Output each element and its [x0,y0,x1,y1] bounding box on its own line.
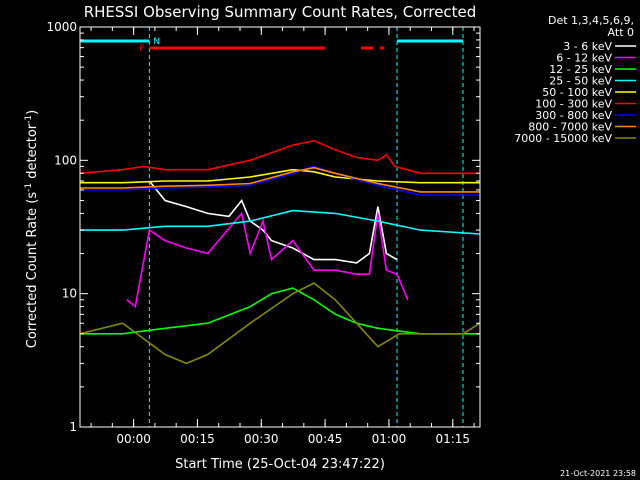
series-line-2 [80,287,480,335]
series-line-5 [79,139,480,175]
legend-label-6: 300 - 800 keV [535,109,612,122]
x-tick-label-3: 00:45 [308,432,343,446]
legend-label-0: 3 - 6 keV [563,40,612,53]
plot-frame [79,26,481,428]
y-label-sup1: -1 [24,183,34,192]
y-tick-label-3: 1000 [46,20,77,34]
chart-title: RHESSI Observing Summary Count Rates, Co… [84,3,477,21]
series-line-1 [126,211,409,309]
generation-timestamp: 21-Oct-2021 23:58 [560,469,636,478]
y-axis-label: Corrected Count Rate (s-1 detector-1) [24,110,40,348]
y-label-sup2: -1 [24,115,34,124]
x-tick-label-5: 01:15 [435,432,470,446]
series-line-7 [80,166,480,193]
legend-label-7: 800 - 7000 keV [528,121,612,134]
legend-header-0: Det 1,3,4,5,6,9, [548,14,634,27]
series-line-0 [148,180,398,264]
legend-label-2: 12 - 25 keV [549,63,612,76]
series-line-8 [79,282,481,365]
flare-flag-label: F [139,44,144,54]
x-tick-label-2: 00:30 [244,432,279,446]
series-line-6 [80,165,480,196]
plot-axes-layer: 00:00 00:15 00:30 00:45 01:00 01:15 1 10 100 1000 [46,20,481,446]
series-line-3 [80,209,481,235]
y-label-part3: ) [25,110,40,115]
y-tick-label-2: 100 [54,153,77,167]
y-label-part1: Corrected Count Rate (s [25,192,40,349]
legend-header-1: Att 0 [608,26,634,39]
y-tick-label-1: 10 [62,287,77,301]
y-tick-label-0: 1 [69,420,77,434]
legend-label-5: 100 - 300 keV [535,98,612,111]
y-label-part2: detector [25,123,40,183]
plot-data-layer: NF [79,27,481,427]
x-tick-label-0: 00:00 [116,432,151,446]
legend-label-1: 6 - 12 keV [556,52,612,65]
svg-text:Corrected Count Rate (s-1 dete: Corrected Count Rate (s-1 detector-1) [24,110,40,348]
series-line-4 [80,168,480,184]
x-tick-label-4: 01:00 [372,432,407,446]
legend-label-8: 7000 - 15000 keV [514,132,612,145]
x-tick-label-1: 00:15 [180,432,215,446]
night-flag-label: N [153,37,160,47]
legend-label-4: 50 - 100 keV [542,86,612,99]
x-axis-label: Start Time (25-Oct-04 23:47:22) [175,457,385,472]
legend-label-3: 25 - 50 keV [549,75,612,88]
